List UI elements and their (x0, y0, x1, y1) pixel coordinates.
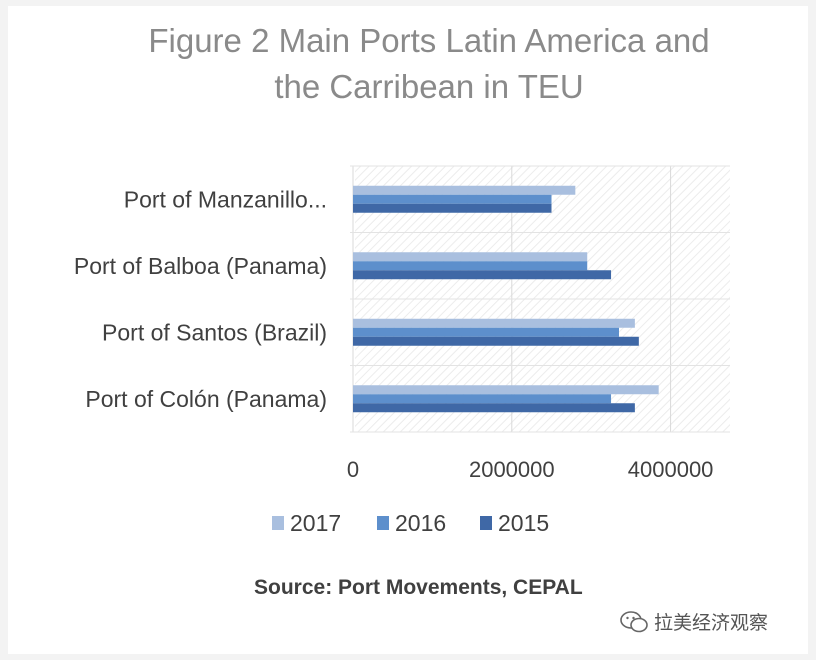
chart-title-line-2: the Carribean in TEU (274, 68, 584, 105)
bar-2015-4 (353, 403, 635, 413)
bar-2017-4 (353, 385, 659, 395)
legend-label-2016: 2016 (395, 510, 446, 536)
bar-2017-3 (353, 318, 635, 328)
watermark: 拉美经济观察 (620, 608, 768, 635)
legend-swatch-2016 (377, 516, 389, 530)
legend-swatch-2015 (480, 516, 492, 530)
bar-2015-1 (353, 203, 552, 213)
bar-2016-3 (353, 327, 619, 337)
bar-2017-2 (353, 252, 588, 262)
wechat-icon (620, 610, 648, 633)
chart-title-line-1: Figure 2 Main Ports Latin America and (148, 22, 710, 59)
x-tick-label-1: 2000000 (469, 457, 555, 482)
category-label-3: Port of Santos (Brazil) (102, 319, 327, 345)
bar-2017-1 (353, 185, 576, 195)
category-label-4: Port of Colón (Panama) (85, 386, 327, 412)
x-tick-label-2: 4000000 (628, 457, 714, 482)
legend-label-2017: 2017 (290, 510, 341, 536)
legend-swatch-2017 (272, 516, 284, 530)
category-label-1: Port of Manzanillo... (124, 186, 327, 212)
chart-title: Figure 2 Main Ports Latin America and th… (0, 18, 816, 110)
bar-2015-2 (353, 270, 612, 280)
category-label-2: Port of Balboa (Panama) (74, 253, 327, 279)
watermark-text: 拉美经济观察 (654, 613, 769, 634)
source-note: Source: Port Movements, CEPAL (254, 576, 583, 599)
bar-2016-2 (353, 261, 588, 271)
legend-label-2015: 2015 (498, 510, 549, 536)
bar-2016-1 (353, 194, 552, 204)
bar-2016-4 (353, 394, 612, 404)
bar-2015-3 (353, 336, 639, 346)
x-tick-label-0: 0 (347, 457, 359, 482)
